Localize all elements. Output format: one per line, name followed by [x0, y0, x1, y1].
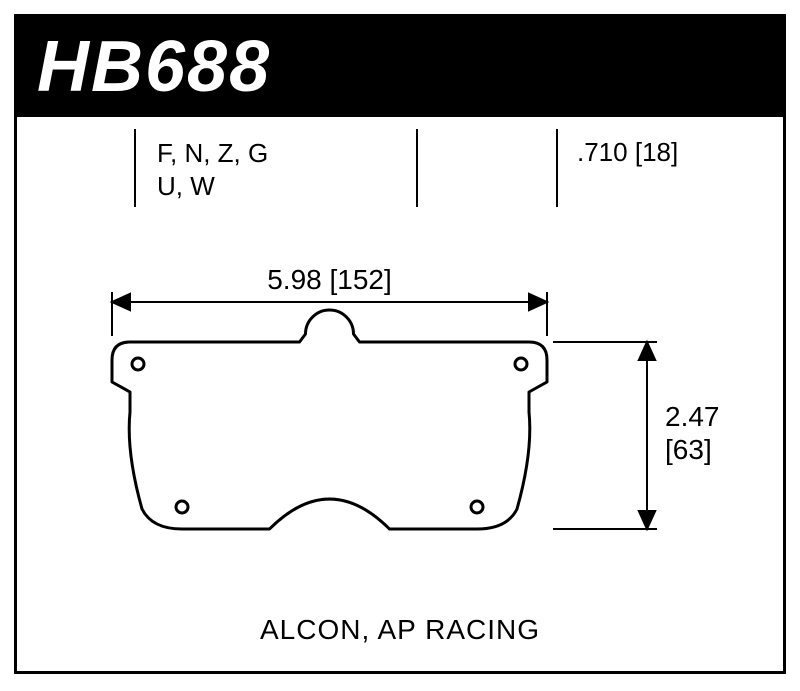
part-number: HB688 — [37, 26, 271, 108]
header-bar: HB688 — [17, 17, 783, 117]
width-mm: 152 — [337, 264, 384, 295]
application-label: ALCON, AP RACING — [17, 614, 783, 646]
pad-diagram — [17, 117, 783, 617]
drawing-frame: HB688 F, N, Z, G U, W .710 [18] — [14, 14, 786, 674]
height-in: 2.47 — [665, 401, 720, 432]
width-in: 5.98 — [267, 264, 322, 295]
height-mm: 63 — [673, 434, 704, 465]
height-dimension-label: 2.47 [63] — [665, 400, 720, 467]
width-dimension-label: 5.98 [152] — [230, 264, 430, 296]
